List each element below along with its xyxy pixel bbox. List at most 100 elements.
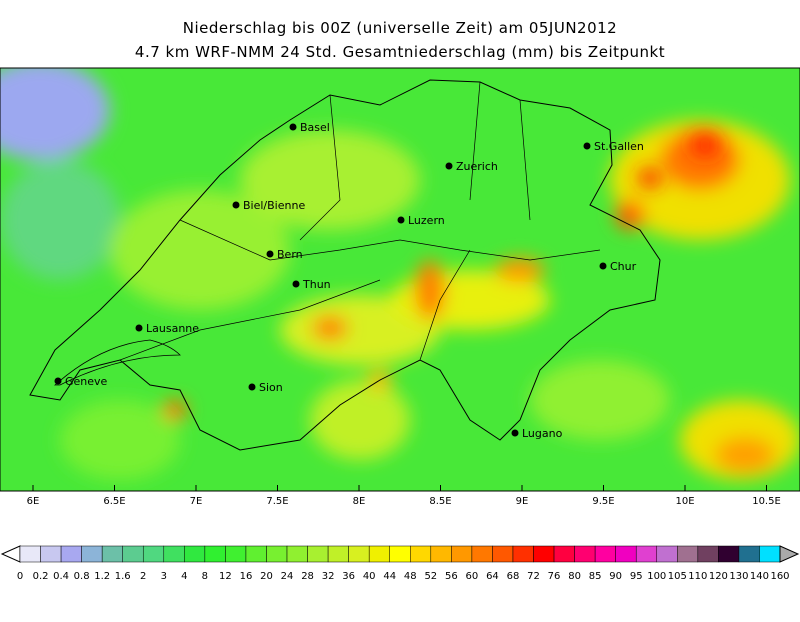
colorbar-arrow-right	[779, 545, 800, 563]
colorbar-label: 140	[750, 571, 769, 582]
city-label: Luzern	[408, 214, 445, 227]
colorbar-box	[81, 545, 103, 563]
city-label: Biel/Bienne	[243, 199, 305, 212]
colorbar-box	[697, 545, 719, 563]
city-marker	[511, 429, 519, 437]
colorbar-box	[430, 545, 452, 563]
city-marker	[599, 262, 607, 270]
title: Niederschlag bis 00Z (universelle Zeit) …	[183, 19, 617, 37]
city-label: Lugano	[522, 427, 563, 440]
colorbar-label: 1.6	[115, 571, 131, 582]
colorbar-label: 105	[668, 571, 687, 582]
colorbar-box	[142, 545, 165, 563]
colorbar-label: 0	[17, 571, 23, 582]
colorbar-box	[348, 545, 370, 563]
colorbar-box	[163, 545, 185, 563]
lon-label: 8E	[353, 496, 366, 507]
colorbar-label: 44	[383, 571, 396, 582]
city-marker	[397, 216, 405, 224]
city-label: Thun	[302, 278, 331, 291]
lake	[53, 339, 181, 386]
city-label: St.Gallen	[594, 140, 644, 153]
colorbar-label: 1.2	[94, 571, 110, 582]
colorbar-label: 160	[770, 571, 789, 582]
colorbar-label: 68	[507, 571, 520, 582]
colorbar-box	[656, 545, 678, 563]
colorbar-label: 0.4	[53, 571, 69, 582]
lon-label: 10.5E	[752, 496, 781, 507]
colorbar-label: 64	[486, 571, 499, 582]
lon-label: 7E	[190, 496, 203, 507]
canton-borders	[119, 81, 601, 361]
colorbar-label: 100	[647, 571, 666, 582]
colorbar-label: 85	[589, 571, 602, 582]
colorbar-label: 0.2	[33, 571, 49, 582]
lon-label: 6E	[27, 496, 40, 507]
city-label: Chur	[610, 260, 637, 273]
colorbar-label: 24	[281, 571, 294, 582]
city-marker	[289, 123, 297, 131]
city-label: Bern	[277, 248, 303, 261]
colorbar-box	[594, 545, 616, 563]
colorbar-label: 56	[445, 571, 458, 582]
colorbar-box	[492, 545, 514, 563]
lon-label: 9.5E	[592, 496, 614, 507]
colorbar-label: 32	[322, 571, 335, 582]
city-label: Zuerich	[456, 160, 498, 173]
city-marker	[583, 142, 591, 150]
colorbar-box	[451, 545, 473, 563]
colorbar-label: 0.8	[74, 571, 90, 582]
city-label: Basel	[300, 121, 330, 134]
city-marker	[54, 377, 62, 385]
lon-label: 9E	[516, 496, 529, 507]
colorbar-box	[471, 545, 493, 563]
colorbar-box	[368, 545, 390, 563]
colorbar-box	[574, 545, 596, 563]
subtitle: 4.7 km WRF-NMM 24 Std. Gesamtniederschla…	[135, 43, 665, 61]
lon-label: 8.5E	[429, 496, 451, 507]
colorbar-arrow-left	[0, 545, 21, 563]
map-frame	[0, 67, 800, 492]
colorbar-label: 28	[301, 571, 314, 582]
city-marker	[292, 280, 300, 288]
colorbar-box	[677, 545, 699, 563]
colorbar-label: 2	[140, 571, 146, 582]
colorbar-box	[204, 545, 226, 563]
colorbar-box	[718, 545, 740, 563]
colorbar-label: 8	[202, 571, 208, 582]
city-marker	[135, 324, 143, 332]
colorbar-box	[533, 545, 555, 563]
colorbar-label: 3	[161, 571, 167, 582]
colorbar-label: 80	[568, 571, 581, 582]
country-border	[29, 79, 661, 451]
colorbar-label: 130	[729, 571, 748, 582]
colorbar-box	[410, 545, 432, 563]
colorbar-box	[327, 545, 349, 563]
colorbar-label: 95	[630, 571, 643, 582]
colorbar-label: 16	[240, 571, 253, 582]
colorbar-box	[122, 545, 144, 563]
colorbar-label: 36	[342, 571, 355, 582]
colorbar-box	[245, 545, 267, 563]
colorbar-label: 48	[404, 571, 417, 582]
colorbar-box	[286, 545, 308, 563]
colorbar-box	[389, 545, 411, 563]
colorbar-box	[60, 545, 82, 563]
colorbar-label: 60	[466, 571, 479, 582]
city-marker	[248, 383, 256, 391]
colorbar-box	[184, 545, 206, 563]
colorbar-label: 76	[548, 571, 561, 582]
city-marker	[266, 250, 274, 258]
colorbar-label: 52	[424, 571, 437, 582]
colorbar-box	[759, 545, 781, 563]
colorbar-label: 90	[609, 571, 622, 582]
colorbar-box	[553, 545, 575, 563]
lon-label: 6.5E	[103, 496, 125, 507]
city-marker	[232, 201, 240, 209]
lon-label: 10E	[675, 496, 694, 507]
colorbar-label: 110	[688, 571, 707, 582]
colorbar-box	[101, 545, 123, 563]
city-label: Lausanne	[146, 322, 199, 335]
colorbar-label: 20	[260, 571, 273, 582]
